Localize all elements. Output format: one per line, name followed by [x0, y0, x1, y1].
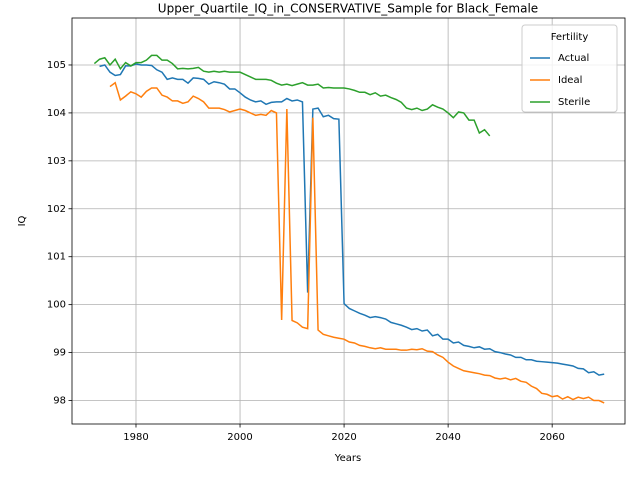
y-tick-label: 101: [47, 252, 66, 263]
x-tick-label: 1980: [123, 432, 148, 443]
y-axis-label: IQ: [17, 215, 28, 226]
y-tick-label: 102: [47, 204, 66, 215]
x-tick-label: 2000: [227, 432, 252, 443]
series-line: [109, 81, 605, 404]
legend-label: Sterile: [558, 97, 590, 108]
y-tick-label: 100: [47, 300, 66, 311]
y-tick-label: 99: [53, 348, 66, 359]
y-tick-label: 104: [47, 108, 66, 119]
legend-label: Actual: [558, 53, 589, 64]
y-tick-label: 105: [47, 60, 66, 71]
x-tick-label: 2060: [539, 432, 564, 443]
series-line: [93, 54, 491, 137]
y-tick-label: 103: [47, 156, 66, 167]
x-tick-label: 2020: [331, 432, 356, 443]
y-tick-label: 98: [53, 396, 66, 407]
x-axis-label: Years: [334, 453, 361, 464]
series-line: [99, 63, 605, 376]
plot-frame: [71, 17, 626, 425]
chart-title: Upper_Quartile_IQ_in_CONSERVATIVE_Sample…: [158, 2, 538, 16]
legend-label: Ideal: [558, 75, 582, 86]
legend-title: Fertility: [551, 32, 589, 43]
x-tick-label: 2040: [435, 432, 460, 443]
legend-box: [521, 24, 618, 113]
